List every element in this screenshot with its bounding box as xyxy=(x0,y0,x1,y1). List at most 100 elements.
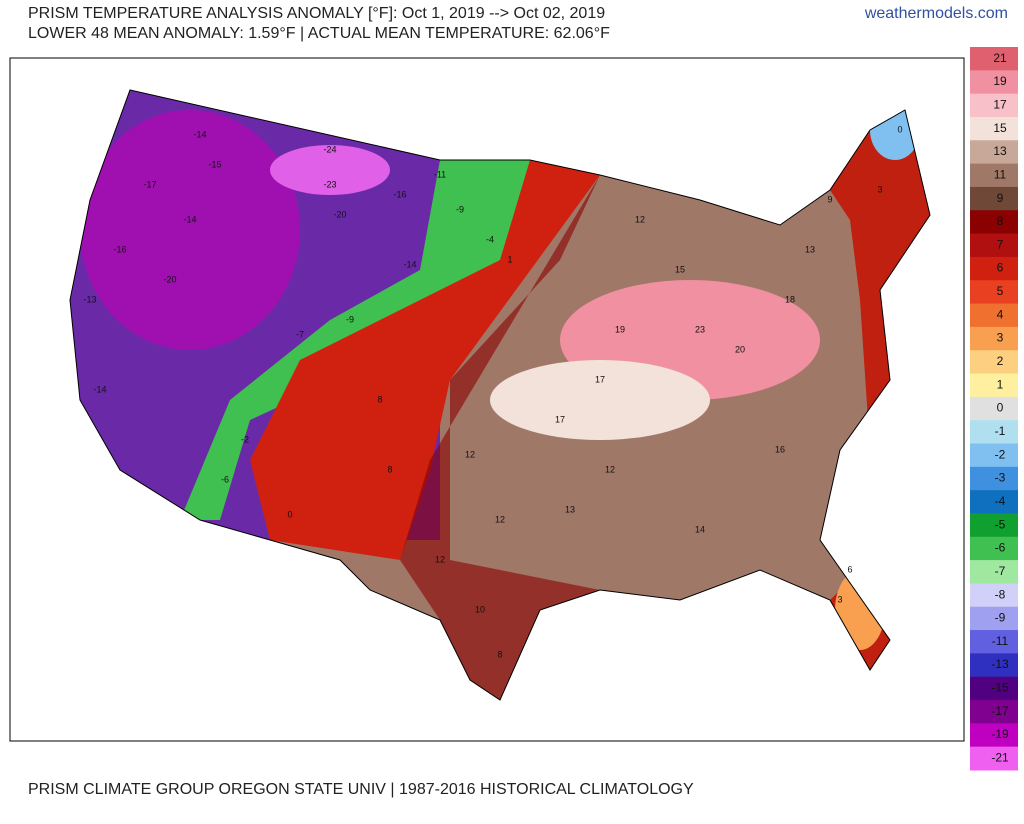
legend-swatch xyxy=(970,303,1018,328)
map-label: 13 xyxy=(565,504,575,514)
map-label: 12 xyxy=(435,554,445,564)
map-label: 8 xyxy=(377,394,382,404)
legend-label: 9 xyxy=(997,191,1004,205)
map-label: 19 xyxy=(615,324,625,334)
legend-swatch xyxy=(970,140,1018,165)
map-label: -14 xyxy=(193,129,206,139)
legend-label: 1 xyxy=(997,377,1004,391)
map-label: -9 xyxy=(346,314,354,324)
legend-swatch xyxy=(970,466,1018,491)
map-label: 12 xyxy=(465,449,475,459)
legend-swatch xyxy=(970,653,1018,678)
legend-label: -4 xyxy=(995,494,1006,508)
legend-swatch xyxy=(970,210,1018,235)
map-label: 1 xyxy=(507,254,512,264)
legend-label: -13 xyxy=(991,657,1009,671)
map-label: -14 xyxy=(403,259,416,269)
legend-swatch xyxy=(970,630,1018,654)
map-label: -2 xyxy=(241,434,249,444)
map-label: -14 xyxy=(183,214,196,224)
legend-swatch xyxy=(970,700,1018,724)
map-label: 18 xyxy=(785,294,795,304)
map-label: -4 xyxy=(486,234,494,244)
legend-label: 4 xyxy=(997,307,1004,321)
legend-label: 8 xyxy=(997,214,1004,228)
legend-swatch xyxy=(970,373,1018,398)
legend-swatch xyxy=(970,583,1018,608)
map-label: 12 xyxy=(635,214,645,224)
map-label: 17 xyxy=(555,414,565,424)
legend-swatch xyxy=(970,536,1018,561)
legend-label: -6 xyxy=(995,541,1006,555)
legend-swatch xyxy=(970,490,1018,514)
legend-label: 6 xyxy=(997,261,1004,275)
map-label: -20 xyxy=(163,274,176,284)
legend-label: 11 xyxy=(994,167,1007,181)
map-label: 12 xyxy=(495,514,505,524)
legend-label: -9 xyxy=(995,611,1006,625)
legend-swatch xyxy=(970,350,1018,375)
legend-label: -15 xyxy=(991,681,1009,695)
legend-label: 5 xyxy=(997,284,1004,298)
map-label: -24 xyxy=(323,144,336,154)
map-label: -20 xyxy=(333,209,346,219)
legend-label: 19 xyxy=(993,74,1007,88)
map-label: 8 xyxy=(497,649,502,659)
legend-swatch xyxy=(970,116,1018,141)
legend-label: 13 xyxy=(993,144,1007,158)
us-outline xyxy=(69,89,931,701)
legend-label: 15 xyxy=(993,121,1007,135)
map-label: 15 xyxy=(675,264,685,274)
map-label: -15 xyxy=(208,159,221,169)
legend-swatch xyxy=(970,723,1018,748)
map-label: -6 xyxy=(221,474,229,484)
map-label: -16 xyxy=(393,189,406,199)
legend-swatch xyxy=(970,233,1018,258)
site[interactable]: weathermodels.com xyxy=(864,5,1008,22)
legend-swatch xyxy=(970,746,1018,771)
map-label: 16 xyxy=(775,444,785,454)
map-label: 13 xyxy=(805,244,815,254)
legend-label: 7 xyxy=(997,237,1004,251)
legend-label: -5 xyxy=(995,517,1006,531)
legend-swatch xyxy=(970,420,1018,444)
map-label: -16 xyxy=(113,244,126,254)
map-label: -14 xyxy=(93,384,106,394)
subtitle: LOWER 48 MEAN ANOMALY: 1.59°F | ACTUAL M… xyxy=(28,25,610,42)
map-label: 17 xyxy=(595,374,605,384)
map-label: 6 xyxy=(847,564,852,574)
legend-label: -3 xyxy=(995,471,1006,485)
map-label: -11 xyxy=(434,169,446,179)
legend-label: 3 xyxy=(997,331,1004,345)
footer: PRISM CLIMATE GROUP OREGON STATE UNIV | … xyxy=(28,781,694,798)
map-label: 3 xyxy=(877,184,882,194)
legend-label: -7 xyxy=(995,564,1006,578)
legend-swatch xyxy=(970,70,1018,95)
legend-swatch xyxy=(970,186,1018,211)
legend-swatch xyxy=(970,280,1018,305)
map-label: 20 xyxy=(735,344,745,354)
legend-swatch xyxy=(970,606,1018,631)
legend-label: 0 xyxy=(997,401,1004,415)
legend-swatch xyxy=(970,676,1018,701)
title: PRISM TEMPERATURE ANALYSIS ANOMALY [°F]:… xyxy=(28,5,605,22)
legend-swatch xyxy=(970,256,1018,281)
map-label: -9 xyxy=(456,204,464,214)
map-label: 9 xyxy=(827,194,832,204)
map-label: -17 xyxy=(143,179,156,189)
map-label: 12 xyxy=(605,464,615,474)
legend-swatch xyxy=(970,443,1018,468)
legend-label: -11 xyxy=(992,634,1009,648)
legend-swatch xyxy=(970,326,1018,351)
legend-label: -8 xyxy=(995,587,1006,601)
legend-label: -19 xyxy=(991,727,1009,741)
map-label: 3 xyxy=(837,594,842,604)
map-label: 14 xyxy=(695,524,705,534)
map-label: 8 xyxy=(387,464,392,474)
map-label: 23 xyxy=(695,324,705,334)
legend-label: 21 xyxy=(993,51,1007,65)
map-label: 0 xyxy=(287,509,292,519)
legend-label: -1 xyxy=(995,424,1006,438)
legend-swatch xyxy=(970,560,1018,584)
